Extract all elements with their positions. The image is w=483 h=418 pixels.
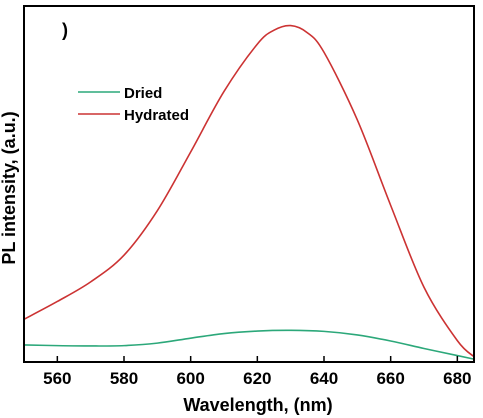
- legend-label-hydrated: Hydrated: [124, 107, 189, 124]
- x-axis-title: Wavelength, (nm): [183, 395, 332, 415]
- plot-frame: [23, 5, 475, 363]
- series-line-hydrated: [24, 24, 474, 358]
- series-line-dried: [24, 329, 474, 360]
- x-tick-label: 620: [243, 369, 271, 388]
- x-tick-label: 680: [443, 369, 471, 388]
- y-axis-title: PL intensity, (a.u.): [0, 111, 19, 264]
- series-layer: [24, 24, 474, 360]
- x-tick-label: 660: [376, 369, 404, 388]
- x-tick-label: 560: [43, 369, 71, 388]
- x-ticks: 560 580 600 620 640 660 680: [43, 356, 472, 388]
- legend-label-dried: Dried: [124, 85, 162, 102]
- legend: Dried Hydrated: [78, 85, 189, 124]
- x-tick-label: 580: [110, 369, 138, 388]
- panel-label: ): [62, 20, 68, 40]
- x-tick-label: 640: [310, 369, 338, 388]
- x-tick-label: 600: [176, 369, 204, 388]
